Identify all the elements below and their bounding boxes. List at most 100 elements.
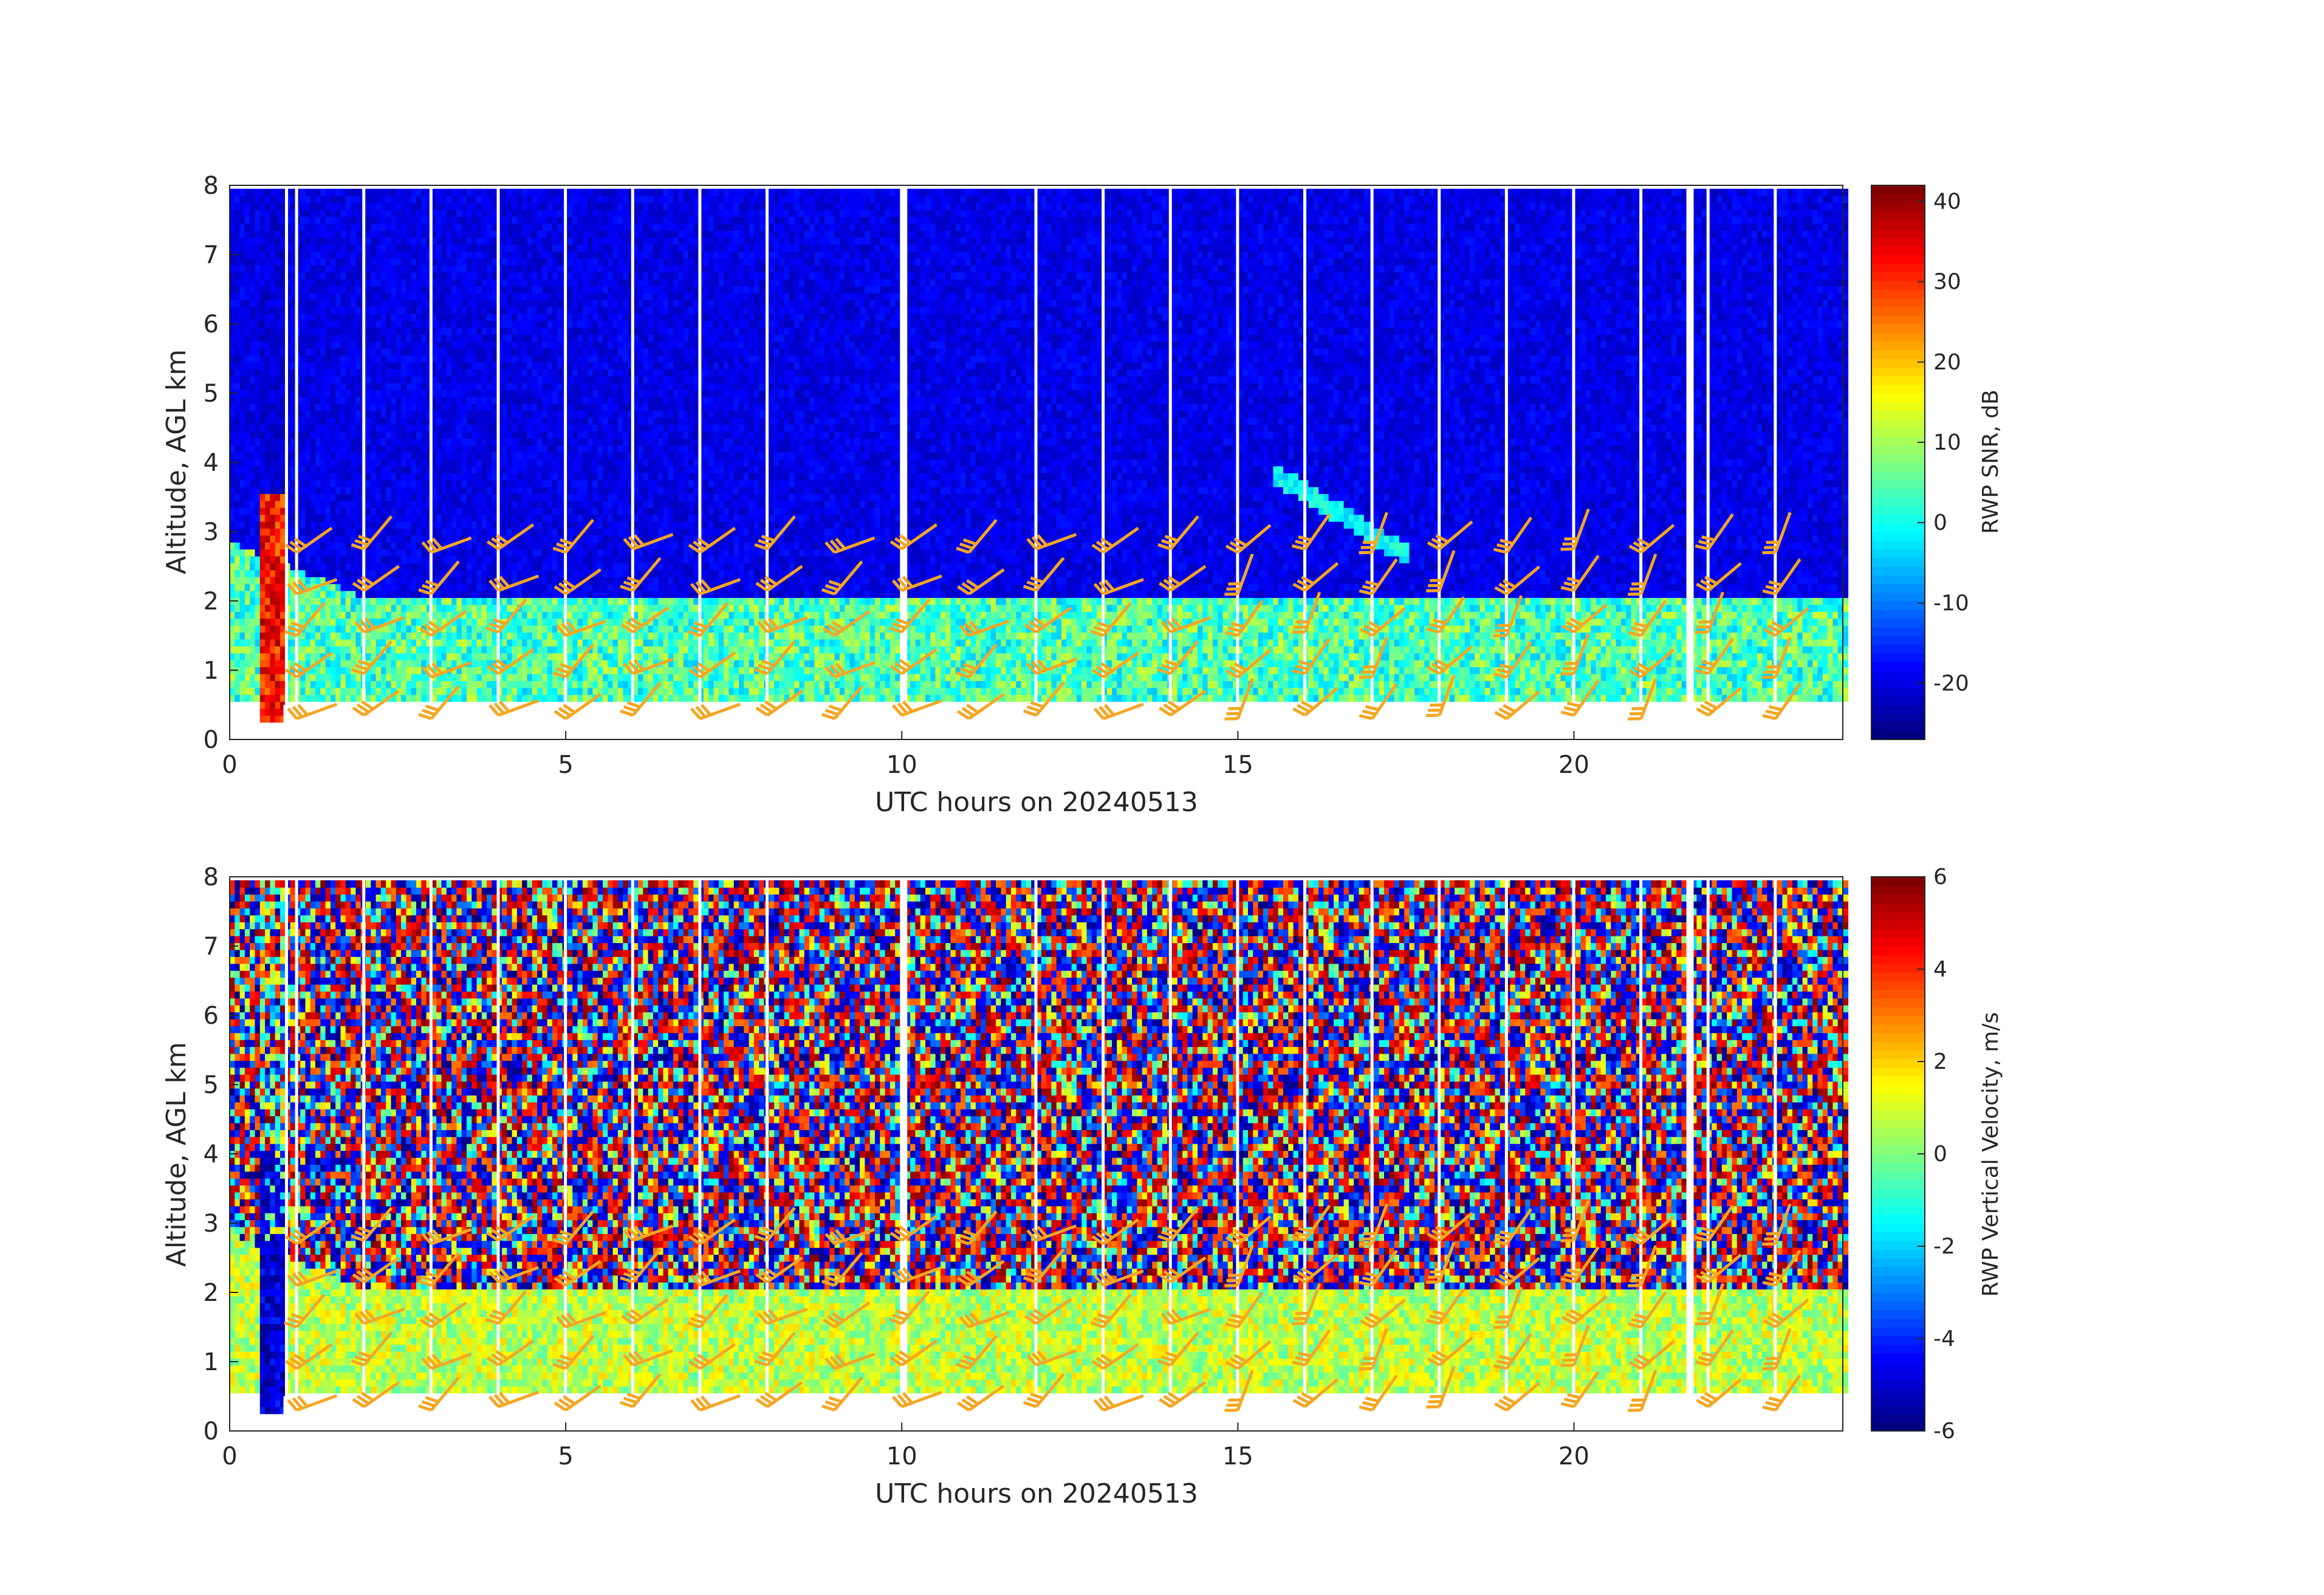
heatmap-cell — [320, 493, 326, 501]
heatmap-cell — [255, 674, 261, 681]
heatmap-cell — [280, 355, 286, 362]
heatmap-cell — [245, 431, 250, 439]
heatmap-cell — [341, 445, 346, 453]
heatmap-cell — [401, 362, 406, 369]
heatmap-cell — [381, 549, 386, 557]
heatmap-cell — [341, 695, 346, 702]
heatmap-cell — [366, 362, 371, 369]
heatmap-cell — [331, 619, 336, 626]
heatmap-cell — [341, 597, 346, 605]
heatmap-cell — [245, 300, 250, 307]
heatmap-cell — [235, 653, 240, 660]
heatmap-cell — [386, 528, 391, 535]
heatmap-cell — [371, 667, 376, 674]
heatmap-cell — [310, 362, 316, 369]
heatmap-cell — [275, 244, 281, 252]
heatmap-cell — [320, 646, 326, 653]
heatmap-cell — [396, 431, 402, 439]
heatmap-cell — [331, 355, 336, 362]
heatmap-cell — [300, 493, 306, 501]
heatmap-cell — [346, 279, 351, 286]
heatmap-cell — [240, 619, 245, 626]
heatmap-cell — [351, 251, 356, 258]
heatmap-cell — [245, 660, 250, 667]
heatmap-cell — [326, 556, 331, 563]
heatmap-cell — [306, 674, 311, 681]
heatmap-cell — [310, 403, 316, 411]
heatmap-cell — [371, 688, 376, 695]
heatmap-cell — [310, 244, 316, 252]
heatmap-cell — [320, 189, 326, 196]
heatmap-cell — [245, 597, 250, 605]
heatmap-cell — [310, 397, 316, 404]
heatmap-cell — [306, 362, 311, 369]
heatmap-cell — [290, 688, 296, 695]
heatmap-cell — [371, 272, 376, 280]
heatmap-cell — [235, 210, 240, 217]
heatmap-cell — [300, 251, 306, 258]
heatmap-cell — [396, 411, 402, 418]
heatmap-cell — [335, 625, 341, 633]
heatmap-cell — [366, 320, 371, 328]
heatmap-cell — [260, 216, 266, 224]
heatmap-cell — [255, 320, 261, 328]
heatmap-cell — [346, 695, 351, 702]
heatmap-cell — [396, 286, 402, 293]
heatmap-cell — [355, 480, 361, 487]
heatmap-cell — [351, 424, 356, 431]
heatmap-cell — [366, 605, 371, 612]
heatmap-cell — [270, 334, 275, 341]
heatmap-cell — [386, 286, 391, 293]
heatmap-cell — [386, 314, 391, 321]
heatmap-cell — [235, 452, 240, 459]
heatmap-cell — [386, 244, 391, 252]
heatmap-cell — [280, 653, 286, 660]
heatmap-cell — [265, 196, 270, 203]
heatmap-cell — [310, 480, 316, 487]
heatmap-cell — [320, 320, 326, 328]
heatmap-cell — [255, 314, 261, 321]
heatmap-cell — [235, 625, 240, 633]
heatmap-cell — [401, 674, 406, 681]
heatmap-cell — [265, 535, 270, 543]
heatmap-cell — [275, 328, 281, 335]
heatmap-cell — [306, 293, 311, 300]
heatmap-cell — [310, 238, 316, 245]
heatmap-cell — [331, 507, 336, 515]
heatmap-cell — [396, 272, 402, 280]
heatmap-cell — [275, 452, 281, 459]
heatmap-cell — [275, 577, 281, 584]
heatmap-cell — [315, 466, 321, 473]
heatmap-cell — [260, 507, 266, 515]
heatmap-cell — [245, 341, 250, 349]
heatmap-cell — [346, 203, 351, 210]
heatmap-cell — [280, 362, 286, 369]
heatmap-cell — [320, 487, 326, 494]
heatmap-cell — [335, 300, 341, 307]
heatmap-cell — [346, 542, 351, 549]
heatmap-cell — [245, 189, 250, 196]
heatmap-cell — [341, 452, 346, 459]
heatmap-cell — [245, 445, 250, 453]
heatmap-cell — [250, 334, 255, 341]
heatmap-cell — [371, 397, 376, 404]
heatmap-cell — [260, 556, 266, 563]
heatmap-cell — [341, 619, 346, 626]
heatmap-cell — [351, 328, 356, 335]
heatmap-cell — [245, 411, 250, 418]
heatmap-cell — [275, 681, 281, 688]
heatmap-cell — [341, 251, 346, 258]
heatmap-cell — [381, 397, 386, 404]
heatmap-cell — [381, 542, 386, 549]
heatmap-cell — [280, 265, 286, 272]
heatmap-cell — [265, 528, 270, 535]
heatmap-cell — [355, 688, 361, 695]
heatmap-cell — [235, 279, 240, 286]
heatmap-cell — [275, 660, 281, 667]
heatmap-cell — [376, 681, 382, 688]
heatmap-cell — [355, 487, 361, 494]
heatmap-cell — [366, 515, 371, 522]
heatmap-cell — [230, 507, 235, 515]
heatmap-cell — [310, 307, 316, 314]
heatmap-cell — [396, 493, 402, 501]
